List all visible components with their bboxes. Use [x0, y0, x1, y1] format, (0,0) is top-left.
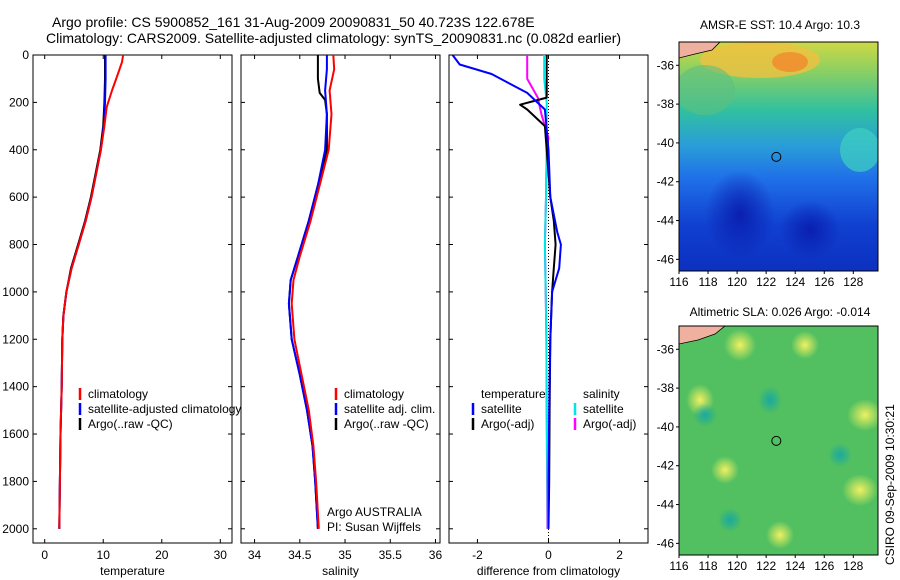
sla-map-field: [679, 326, 878, 555]
legend-entry: Argo(..raw -QC): [344, 417, 429, 431]
header-line-1: Argo profile: CS 5900852_161 31-Aug-2009…: [52, 14, 535, 30]
x-tick-label: 122: [756, 559, 776, 573]
map-frame: [678, 325, 879, 556]
x-tick-label: -2: [472, 548, 483, 562]
x-tick-label: 34.5: [288, 548, 312, 562]
legend-entry: satellite adj. clim.: [344, 402, 435, 416]
x-tick-label: 30: [214, 548, 228, 562]
profile-panel-3: -2 0 2 difference from climatology: [448, 54, 649, 578]
x-axis-label: salinity: [322, 564, 359, 578]
x-tick-label: 124: [785, 559, 805, 573]
series-line: [58, 54, 125, 529]
profile-panel-2: 34 34.5 35 35.5 36 salinity: [240, 54, 443, 578]
x-axis-label: temperature: [100, 564, 165, 578]
annotation-line: PI: Susan Wijffels: [327, 520, 421, 534]
x-tick-label: 35: [338, 548, 352, 562]
x-tick-label: 116: [669, 275, 688, 289]
x-tick-label: 2: [616, 548, 623, 562]
profile-panel-1: 0 10 20 30 0 200 400 600 800 1000 1200 1400 1600 1800…: [2, 48, 233, 578]
y-tick-label: -42: [657, 459, 675, 473]
y-tick-label: 1600: [2, 427, 29, 441]
x-tick-label: 124: [785, 275, 805, 289]
y-tick-label: 1200: [2, 332, 29, 346]
x-tick-label: 120: [727, 559, 747, 573]
y-tick-label: 200: [9, 95, 29, 109]
x-axis-label: difference from climatology: [477, 564, 620, 578]
y-tick-label: -44: [657, 214, 675, 228]
y-tick-label: -42: [657, 175, 675, 189]
y-tick-label: -46: [657, 536, 675, 550]
legend-entry: satellite: [481, 402, 522, 416]
panel-frame: [32, 54, 233, 544]
sst-map-field: [679, 42, 878, 271]
y-tick-label: 400: [9, 143, 29, 157]
legend-entry: Argo(-adj): [583, 417, 636, 431]
series-line: [287, 55, 328, 529]
x-tick-label: 36: [429, 548, 443, 562]
legend-panel-3: temperaturesatelliteArgo(-adj)salinitysa…: [471, 387, 636, 431]
x-tick-label: 34: [248, 548, 262, 562]
y-tick-label: -46: [657, 252, 675, 266]
panel-frame: [240, 54, 441, 544]
x-tick-label: 35.5: [379, 548, 403, 562]
sst-map-axes: 116 118 120 122 124 126 128 -36 -38 -40 -42 -44 -46: [657, 41, 879, 289]
series-line: [287, 55, 328, 529]
x-tick-label: 10: [97, 548, 111, 562]
y-tick-label: 800: [9, 238, 29, 252]
x-tick-label: 120: [727, 275, 747, 289]
argo-position-marker: [771, 435, 782, 446]
x-tick-label: 128: [843, 275, 863, 289]
sst-map-title: AMSR-E SST: 10.4 Argo: 10.3: [699, 18, 861, 32]
x-tick-label: 126: [814, 559, 834, 573]
x-tick-label: 118: [698, 559, 717, 573]
series-line: [290, 54, 336, 529]
y-tick-label: -38: [657, 381, 675, 395]
series-line: [519, 55, 557, 529]
y-tick-label: -40: [657, 420, 675, 434]
credit-stamp: CSIRO 09-Sep-2009 10:30:21: [883, 404, 897, 565]
y-tick-label: 1400: [2, 380, 29, 394]
x-tick-label: 0: [41, 548, 48, 562]
x-tick-label: 118: [698, 275, 717, 289]
sla-map-title: Altimetric SLA: 0.026 Argo: -0.014: [689, 305, 871, 319]
y-tick-label: 1000: [2, 285, 29, 299]
x-tick-label: 0: [545, 548, 552, 562]
header-line-2: Climatology: CARS2009. Satellite-adjuste…: [46, 30, 622, 46]
x-tick-label: 126: [814, 275, 834, 289]
y-tick-label: 0: [22, 48, 29, 62]
map-frame: [678, 41, 879, 272]
y-tick-label: 2000: [2, 522, 29, 536]
x-tick-label: 20: [155, 548, 169, 562]
y-tick-label: -44: [657, 498, 675, 512]
x-tick-label: 122: [756, 275, 776, 289]
legend-group-title: temperature: [481, 387, 546, 401]
y-tick-label: -36: [657, 342, 675, 356]
legend-entry: Argo(..raw -QC): [88, 417, 173, 431]
y-tick-label: -36: [657, 58, 675, 72]
legend-entry: satellite-adjusted climatology: [88, 402, 241, 416]
y-tick-label: 1800: [2, 474, 29, 488]
x-tick-label: 128: [843, 559, 863, 573]
series-line: [451, 54, 562, 529]
argo-position-marker: [771, 151, 782, 162]
legend-entry: climatology: [88, 387, 148, 401]
annotation-line: Argo AUSTRALIA: [327, 505, 422, 519]
sla-map-axes: 116 118 120 122 124 126 128 -36 -38 -40 -42 -44 -46: [657, 325, 879, 573]
y-tick-label: 600: [9, 190, 29, 204]
legend-entry: Argo(-adj): [481, 417, 534, 431]
legend-entry: satellite: [583, 402, 624, 416]
y-tick-label: -38: [657, 97, 675, 111]
legend-entry: climatology: [344, 387, 404, 401]
x-tick-label: 116: [669, 559, 688, 573]
legend-group-title: salinity: [583, 387, 620, 401]
y-tick-label: -40: [657, 136, 675, 150]
